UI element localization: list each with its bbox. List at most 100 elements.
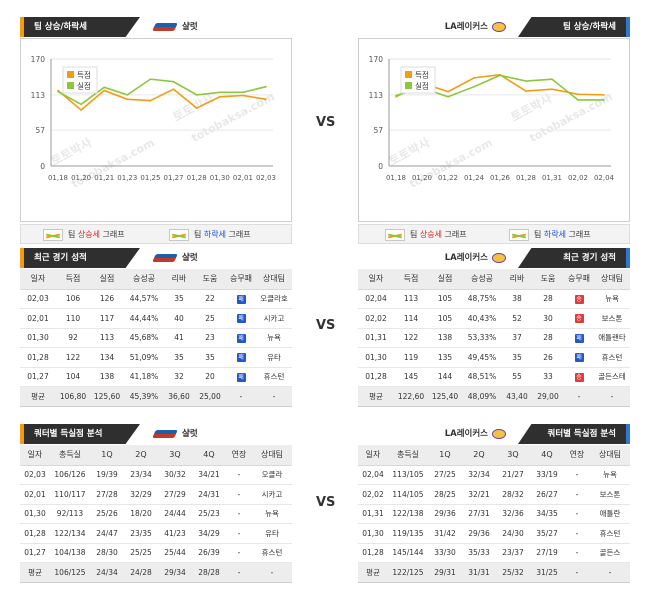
data-point [525, 80, 527, 82]
right-recent-header: LA레이커스 최근 경기 성적 [358, 248, 630, 268]
tab-trend[interactable]: 팀 상승/하락세 [518, 17, 630, 37]
team-name-left: 샬럿 [152, 427, 198, 441]
table-cell: 30/32 [158, 465, 192, 485]
average-row: 평균 122,60 125,40 48,09% 43,40 29,00- - [358, 386, 630, 407]
table-cell: 48,75% [462, 289, 502, 309]
table-cell: 106/125 [50, 562, 90, 583]
table-cell: - [226, 465, 252, 485]
table-cell: 27/31 [462, 504, 496, 524]
table-cell: 37 [502, 328, 532, 348]
win-loss-badge: 패 [236, 294, 246, 304]
table-cell: 122,60 [394, 386, 428, 407]
table-cell: 113 [394, 289, 428, 309]
table-cell: 105 [428, 308, 462, 329]
table-cell: 32/34 [462, 465, 496, 485]
table-cell: 104/138 [50, 543, 90, 563]
average-row: 평균 122/125 29/31 31/31 25/32 31/25- - [358, 562, 630, 583]
table-cell: 22 [194, 289, 226, 309]
left-recent-header: 최근 경기 성적 샬럿 [20, 248, 292, 268]
data-point [57, 90, 59, 93]
table-row: 01,30 92/113 25/26 18/20 24/44 25/23- 뉴욕 [20, 504, 292, 524]
table-row: 01,28 145 144 48,51% 55 33 승 골든스테 [358, 367, 630, 387]
series-line-score [57, 88, 267, 112]
tab-recent[interactable]: 최근 경기 성적 [518, 248, 630, 268]
table-cell: 144 [428, 367, 462, 387]
table-cell: 33/30 [428, 543, 462, 563]
table-cell: 35 [164, 347, 194, 368]
x-tick-label: 01,25 [140, 174, 160, 182]
legend-rise[interactable]: 팀 상승세 그래프 [43, 227, 125, 243]
data-point [103, 89, 106, 92]
table-cell: 35 [194, 347, 226, 368]
table-cell: 오클라호 [256, 289, 292, 309]
table-cell: 27/29 [158, 484, 192, 505]
legend-swatch [405, 82, 412, 89]
table-cell: 패 [226, 289, 256, 309]
table-cell: 106,80 [56, 386, 90, 407]
table-cell: 시카고 [252, 484, 292, 505]
data-point [195, 94, 198, 96]
tab-recent[interactable]: 최근 경기 성적 [20, 248, 140, 268]
recent-table-left: 일자 득점 실점 승성공 리바 도움 승무패 상대팀 02,03 106 126 44,57% 35 2… [20, 269, 292, 407]
table-cell: 승 [564, 308, 594, 329]
left-legend-bar: 팀 상승세 그래프 팀 하락세 그래프 [20, 224, 292, 244]
table-cell: 35/27 [530, 523, 564, 544]
x-tick-label: 01,20 [412, 174, 432, 182]
table-cell: 01,28 [358, 543, 388, 563]
team-name-left: 샬럿 [152, 20, 198, 34]
table-cell: 01,28 [20, 347, 56, 368]
table-cell: 30 [532, 308, 564, 329]
table-cell: 40,43% [462, 308, 502, 329]
table-row: 01,27 104/138 28/30 25/25 25/44 26/39- 휴스턴 [20, 543, 292, 563]
y-tick-label: 113 [369, 91, 384, 100]
table-cell: 34/29 [192, 523, 226, 544]
table-cell: 113/105 [388, 465, 428, 485]
legend-fall[interactable]: 팀 하락세 그래프 [509, 227, 591, 243]
table-cell: 55 [502, 367, 532, 387]
win-loss-badge: 패 [236, 372, 246, 382]
legend-label: 득점 [77, 70, 91, 80]
table-cell: 패 [564, 347, 594, 368]
table-cell: 평균 [358, 386, 394, 407]
table-cell: 01,30 [358, 347, 394, 368]
tab-quarter[interactable]: 쿼터별 득실점 분석 [518, 424, 630, 444]
table-cell: 52 [502, 308, 532, 329]
tab-quarter[interactable]: 쿼터별 득실점 분석 [20, 424, 140, 444]
y-tick-label: 57 [373, 126, 383, 135]
table-cell: 28/32 [496, 484, 530, 505]
vs-label: VS [316, 115, 336, 130]
table-cell: 33 [532, 367, 564, 387]
legend-label: 득점 [415, 70, 429, 80]
right-legend-bar: 팀 상승세 그래프 팀 하락세 그래프 [358, 224, 630, 244]
legend-rise[interactable]: 팀 상승세 그래프 [385, 227, 467, 243]
table-cell: 보스톤 [594, 308, 630, 329]
table-cell: 40 [164, 308, 194, 329]
table-cell: 117 [90, 308, 124, 329]
table-cell: 35 [164, 289, 194, 309]
table-cell: 122 [56, 347, 90, 368]
table-cell: - [564, 562, 590, 583]
legend-fall[interactable]: 팀 하락세 그래프 [169, 227, 251, 243]
rise-graph-icon [43, 228, 63, 241]
table-cell: 02,02 [358, 308, 394, 329]
quarter-table-left: 일자 총득실 1Q 2Q 3Q 4Q 연장 상대팀 02,03 106/126 19/39 23/3… [20, 445, 292, 583]
data-point [395, 95, 397, 98]
x-tick-label: 01,21 [94, 174, 114, 182]
table-cell: 51,09% [124, 347, 164, 368]
table-cell: 01,30 [358, 523, 388, 544]
table-cell: 뉴욕 [590, 465, 630, 485]
table-cell: 31/31 [462, 562, 496, 583]
tab-trend[interactable]: 팀 상승/하락세 [20, 17, 140, 37]
table-cell: 134 [90, 347, 124, 368]
table-cell: 44,44% [124, 308, 164, 329]
data-point [242, 94, 244, 97]
table-cell: 오클라 [252, 465, 292, 485]
data-point [525, 90, 527, 92]
table-cell: 24/30 [496, 523, 530, 544]
table-cell: 24/47 [90, 523, 124, 544]
table-row: 01,30 119/135 31/42 29/36 24/30 35/27- 휴스턴 [358, 523, 630, 544]
data-point [395, 94, 397, 97]
table-cell: 26/27 [530, 484, 564, 505]
